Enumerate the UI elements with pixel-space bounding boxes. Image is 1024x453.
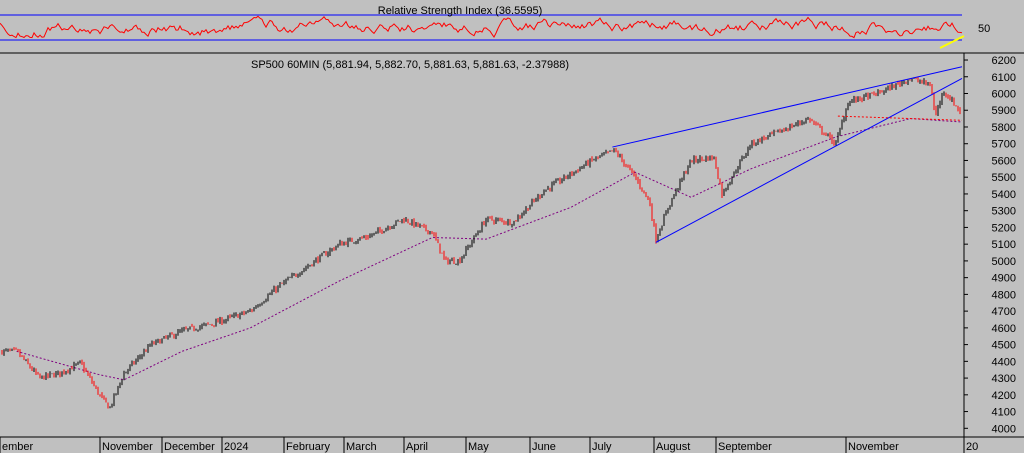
rsi-line [0,15,963,39]
candles [1,76,961,409]
y-tick-label: 4600 [992,323,1016,335]
support-line [837,115,963,121]
y-tick-label: 5500 [992,172,1016,184]
y-tick-label: 4700 [992,306,1016,318]
x-tick-label: ember [2,441,34,453]
y-tick-label: 4400 [992,356,1016,368]
rsi-tick-label: 50 [978,23,990,35]
y-axis-ticks: 4000 4100 4200 4300 4400 4500 4600 4700 4800 4900… [964,55,1016,435]
x-tick-label: December [164,441,215,453]
x-tick-label: June [532,441,556,453]
y-tick-label: 5000 [992,256,1016,268]
y-tick-label: 6100 [992,72,1016,84]
x-tick-label: November [848,441,899,453]
lower-trendline [655,77,963,243]
x-tick-label: August [656,441,690,453]
x-tick-label: March [346,441,377,453]
y-tick-label: 5400 [992,189,1016,201]
price-panel: SP500 60MIN (5,881.94, 5,882.70, 5,881.6… [0,53,1024,453]
x-tick-label: November [102,441,153,453]
rsi-trend-line [939,35,965,49]
y-tick-label: 5200 [992,222,1016,234]
upper-trendline [612,66,963,148]
y-tick-label: 4900 [992,273,1016,285]
rsi-title: Relative Strength Index (36.5595) [378,5,543,17]
y-tick-label: 6200 [992,55,1016,67]
x-axis-ticks: ember November December 2024 February March Ap… [0,437,978,453]
x-tick-label: February [286,441,331,453]
y-tick-label: 5100 [992,239,1016,251]
y-tick-label: 4800 [992,289,1016,301]
y-tick-label: 5300 [992,206,1016,218]
y-tick-label: 4100 [992,407,1016,419]
price-title: SP500 60MIN (5,881.94, 5,882.70, 5,881.6… [251,59,569,71]
y-tick-label: 5700 [992,139,1016,151]
x-tick-label: September [718,441,772,453]
y-tick-label: 4200 [992,390,1016,402]
y-tick-label: 6000 [992,89,1016,101]
x-tick-label: May [468,441,489,453]
y-tick-label: 4500 [992,340,1016,352]
y-tick-label: 4000 [992,423,1016,435]
moving-average-line [16,118,963,381]
x-tick-label: 20 [966,441,978,453]
x-tick-label: 2024 [224,441,248,453]
y-tick-label: 5900 [992,105,1016,117]
y-tick-label: 4300 [992,373,1016,385]
y-tick-label: 5600 [992,155,1016,167]
y-tick-label: 5800 [992,122,1016,134]
rsi-panel: Relative Strength Index (36.5595) 50 [0,5,1024,54]
x-tick-label: April [406,441,428,453]
x-tick-label: July [592,441,612,453]
